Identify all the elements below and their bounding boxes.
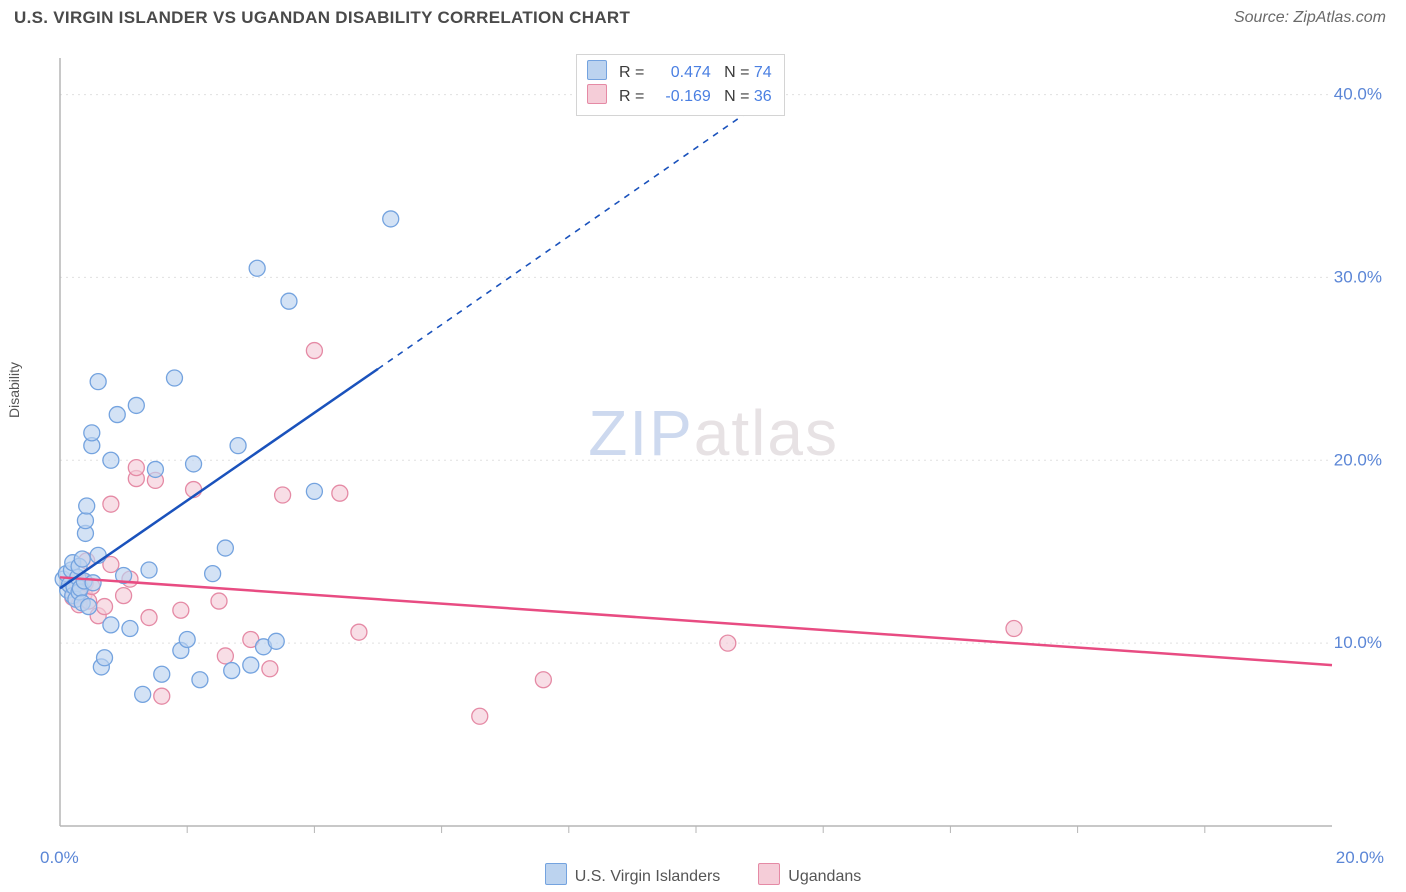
source-label: Source: ZipAtlas.com — [1234, 9, 1386, 27]
legend-item: U.S. Virgin Islanders — [545, 863, 721, 886]
scatter-plot: 10.0% 20.0% 30.0% 40.0% — [54, 48, 1392, 844]
legend-label: Ugandans — [788, 868, 861, 885]
r-value: 0.474 — [649, 61, 711, 84]
series-swatch — [758, 863, 780, 885]
chart-title: U.S. VIRGIN ISLANDER VS UGANDAN DISABILI… — [14, 8, 630, 28]
legend: U.S. Virgin Islanders Ugandans — [0, 863, 1406, 886]
svg-text:20.0%: 20.0% — [1334, 450, 1382, 469]
r-value: -0.169 — [649, 85, 711, 108]
y-axis-label: Disability — [6, 362, 22, 418]
n-label: N = — [724, 64, 749, 81]
stat-row: R = 0.474 N = 74 — [587, 60, 772, 84]
svg-text:30.0%: 30.0% — [1334, 267, 1382, 286]
legend-label: U.S. Virgin Islanders — [575, 868, 721, 885]
correlation-stats-box: R = 0.474 N = 74 R = -0.169 N = 36 — [576, 54, 785, 116]
n-label: N = — [724, 88, 749, 105]
series-swatch — [587, 60, 607, 80]
svg-text:10.0%: 10.0% — [1334, 633, 1382, 652]
r-label: R = — [619, 64, 644, 81]
stat-row: R = -0.169 N = 36 — [587, 84, 772, 108]
series-swatch — [545, 863, 567, 885]
legend-item: Ugandans — [758, 863, 861, 886]
series-swatch — [587, 84, 607, 104]
svg-text:40.0%: 40.0% — [1334, 85, 1382, 104]
r-label: R = — [619, 88, 644, 105]
n-value: 36 — [754, 88, 772, 105]
n-value: 74 — [754, 64, 772, 81]
